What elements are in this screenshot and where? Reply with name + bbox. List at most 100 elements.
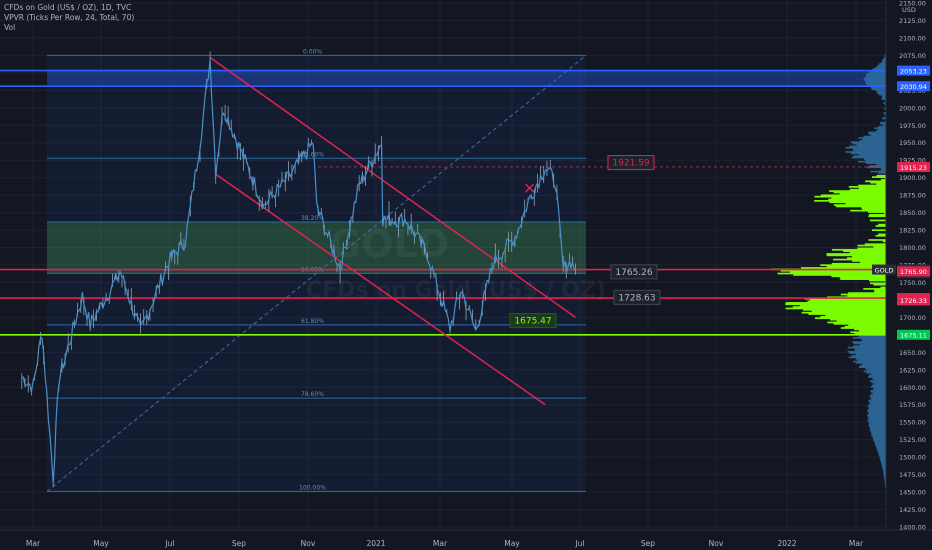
legend-symbol[interactable]: CFDs on Gold (US$ / OZ), 1D, TVC: [4, 3, 132, 12]
volume-profile-row: [848, 324, 886, 327]
volume-profile-row: [852, 336, 886, 339]
volume-profile-row: [876, 445, 886, 448]
price-tick-label: 2100.00: [899, 34, 926, 42]
volume-profile-row: [867, 413, 886, 416]
annotation-box: [610, 264, 658, 280]
volume-profile-row: [873, 440, 886, 443]
volume-profile-row: [873, 283, 886, 286]
volume-profile-row: [878, 451, 886, 454]
price-tick-label: 1600.00: [899, 384, 926, 392]
fib-level-label: 61.80%: [301, 318, 324, 325]
price-tick-label: 1425.00: [899, 506, 926, 514]
volume-profile-row: [884, 483, 886, 486]
fib-level-label: 100.00%: [299, 484, 326, 491]
price-annotations: 1921.59 1765.26 1728.63 1675.47: [509, 155, 661, 329]
volume-profile-row: [858, 184, 886, 187]
volume-profile-row: [869, 401, 886, 403]
annotation-label: 1765.26: [615, 268, 652, 278]
volume-profile-row: [856, 144, 886, 146]
volume-profile-row: [876, 65, 886, 68]
volume-profile-row: [868, 211, 886, 213]
volume-profile-row: [864, 243, 886, 246]
volume-profile-row: [884, 482, 886, 484]
time-tick-label: 2022: [777, 539, 796, 548]
volume-profile-row: [849, 145, 886, 148]
volume-profile-row: [883, 102, 886, 104]
volume-profile-row: [835, 205, 886, 208]
volume-profile-row: [876, 163, 886, 166]
volume-profile-row: [826, 254, 886, 257]
volume-profile-row: [868, 399, 886, 402]
volume-profile-row: [854, 348, 886, 350]
price-badge: [872, 264, 896, 275]
legend-vol[interactable]: Vol: [4, 23, 16, 32]
volume-profile-row: [868, 408, 886, 410]
volume-profile-row: [884, 53, 886, 56]
volume-profile-row: [869, 279, 886, 282]
price-tick-label: 1925.00: [899, 157, 926, 165]
price-tick-label: 1800.00: [899, 244, 926, 252]
volume-profile-row: [875, 234, 886, 237]
volume-profile-row: [853, 342, 886, 345]
volume-profile-row: [867, 405, 886, 408]
volume-profile-row: [870, 402, 886, 405]
volume-profile-row: [831, 197, 886, 199]
volume-profile-row: [873, 246, 886, 248]
volume-profile-row: [850, 209, 886, 212]
volume-profile-row: [862, 138, 886, 141]
volume-profile-row: [851, 355, 886, 357]
volume-profile-row: [845, 146, 886, 149]
volume-profile-row: [882, 58, 886, 61]
volume-profile-row: [868, 404, 886, 406]
volume-profile-row: [882, 60, 886, 62]
volume-profile-row: [883, 472, 886, 475]
volume-profile-row: [881, 169, 886, 171]
volume-profile-row: [883, 107, 886, 110]
fib-band-highlight: [47, 221, 586, 274]
price-tick-label: 1575.00: [899, 401, 926, 409]
volume-profile-row: [847, 295, 886, 297]
volume-profile-row: [876, 174, 886, 177]
volume-profile-row: [859, 329, 886, 332]
volume-profile-row: [878, 454, 886, 457]
volume-profile-row: [876, 92, 886, 95]
volume-profile-row: [785, 307, 886, 310]
volume-profile-row: [859, 139, 886, 142]
price-tick-label: 1400.00: [899, 524, 926, 532]
volume-profile-row: [847, 346, 886, 349]
volume-profile-row: [869, 165, 886, 167]
volume-profile-row: [814, 195, 886, 198]
volume-profile-row: [828, 198, 886, 201]
price-badge-label: 1915.23: [900, 164, 927, 172]
volume-profile-row: [868, 420, 886, 423]
volume-profile-row: [854, 332, 886, 335]
volume-profile-row: [833, 191, 886, 194]
volume-profile-row: [880, 179, 886, 181]
legend-vpvr[interactable]: VPVR (Ticks Per Row, 24, Total, 70): [4, 13, 135, 22]
volume-profile-row: [865, 367, 886, 370]
fib-level-label: 23.60%: [301, 151, 324, 158]
volume-profile-row: [849, 251, 886, 254]
volume-profile-row: [882, 468, 886, 471]
volume-profile-row: [847, 350, 886, 353]
price-badge-label: 1765.90: [900, 268, 927, 276]
volume-profile-row: [872, 68, 886, 71]
volume-profile-row: [863, 158, 886, 160]
volume-profile-row: [882, 466, 886, 469]
volume-profile-row: [785, 303, 886, 306]
volume-profile-row: [871, 391, 886, 394]
volume-profile-row: [884, 281, 886, 283]
volume-profile-row: [825, 314, 886, 317]
volume-profile-row: [869, 429, 886, 431]
volume-profile-row: [808, 313, 886, 315]
volume-profile-row: [878, 452, 886, 455]
volume-profile-row: [869, 380, 886, 382]
volume-profile-row: [868, 406, 886, 409]
volume-profile-row: [882, 240, 886, 243]
volume-profile-row: [876, 183, 886, 185]
volume-profile-row: [785, 302, 886, 304]
annotation-label: 1675.47: [514, 317, 551, 327]
volume-profile-row: [869, 219, 886, 222]
channel-lower-line: [215, 173, 546, 406]
